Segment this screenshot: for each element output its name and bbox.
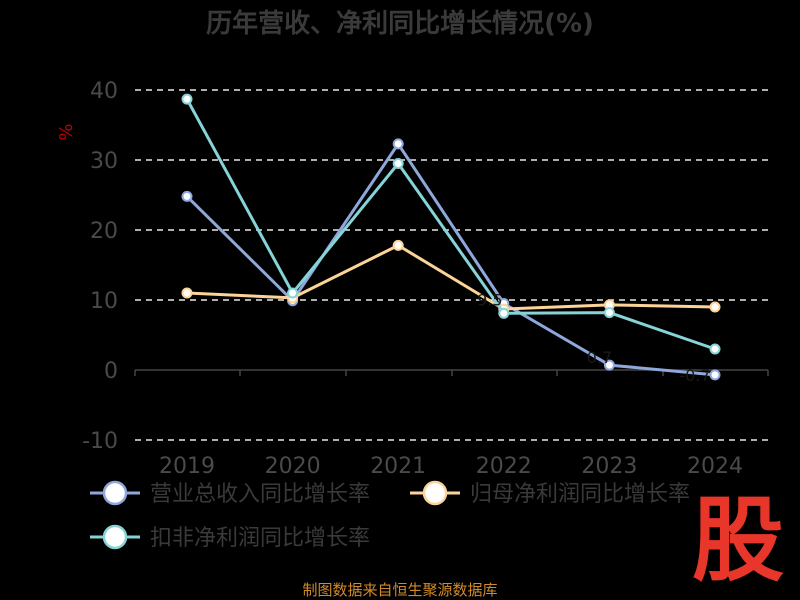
grid-lines [135,89,768,441]
series-line [185,142,716,377]
legend-marker [102,480,128,506]
data-point [181,190,193,202]
legend-marker [102,524,128,550]
x-tick-label: 2019 [159,454,215,479]
brand-logo: 股 [692,487,784,594]
data-point [709,343,721,355]
x-tick-label: 2024 [687,454,743,479]
series-line [186,243,716,311]
x-tick-label: 2020 [265,454,321,479]
data-point [287,287,299,299]
chart-title: 历年营收、净利同比增长情况(%) [206,8,594,39]
data-label: -0.7 [679,366,710,385]
legend-label: 归母净利润同比增长率 [470,482,690,507]
x-tick-label: 2021 [370,454,426,479]
data-point [603,307,615,319]
data-labels: 9.5 0.7 -0.7 [477,291,711,385]
y-axis-unit: % [56,123,77,140]
data-point [603,359,615,371]
axes: 40 30 20 10 0 -10 2019 2020 2021 2022 2023 2024 [82,79,769,479]
data-label: 9.5 [477,291,502,310]
series-lines [181,93,721,381]
legend-marker [422,480,448,506]
y-tick-label: 10 [90,289,118,314]
data-label: 0.7 [587,348,612,367]
legend-label: 扣非净利润同比增长率 [150,526,370,551]
data-point [181,287,193,299]
data-point [498,307,510,319]
y-tick-label: -10 [82,429,118,454]
data-point [392,158,404,169]
x-tick-label: 2022 [476,454,532,479]
data-point [392,138,404,150]
source-note: 制图数据来自恒生聚源数据库 [302,581,497,599]
x-tick-label: 2023 [581,454,637,479]
data-point [709,301,721,313]
series-line [185,98,716,351]
y-tick-label: 0 [104,359,118,384]
legend-label: 营业总收入同比增长率 [150,482,370,507]
y-tick-label: 40 [90,79,118,104]
data-point [709,369,721,381]
data-point [181,93,193,105]
y-tick-label: 20 [90,219,118,244]
data-point [392,239,404,251]
y-tick-label: 30 [90,149,118,174]
